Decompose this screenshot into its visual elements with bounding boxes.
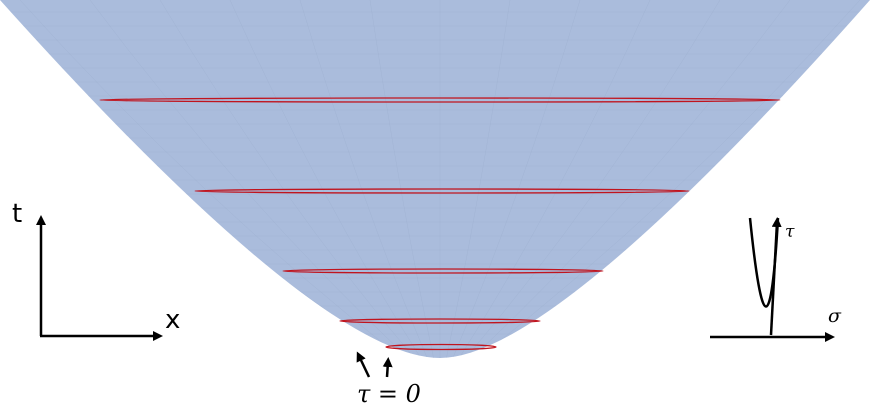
grid-line [229,0,423,358]
tau-zero-pointers [356,351,393,378]
grid-line [457,0,651,358]
slice-4 [339,318,541,324]
tau-axis-label: τ [785,222,795,242]
pointer-arrow-icon [382,357,393,378]
right-axes [710,217,835,342]
slice-3 [282,268,604,274]
grid-line [299,0,429,358]
slice-2 [194,188,690,194]
sigma-axis-label: σ [828,305,842,327]
time-slices [99,97,781,351]
x-axis-label: x [165,305,180,335]
t-axis-label: t [12,199,22,229]
tau-zero-label: τ = 0 [357,380,421,405]
parabola-curve [748,217,780,308]
slice-5 [385,343,497,351]
pointer-arrow-icon [356,351,371,378]
worldsheet-surface [0,0,870,358]
surface-fill [0,0,870,358]
grid-line [451,0,581,358]
surface-grid [0,0,870,358]
grid-line [445,0,511,358]
grid-line [369,0,435,358]
left-axes [36,215,163,341]
slice-1 [99,97,781,103]
